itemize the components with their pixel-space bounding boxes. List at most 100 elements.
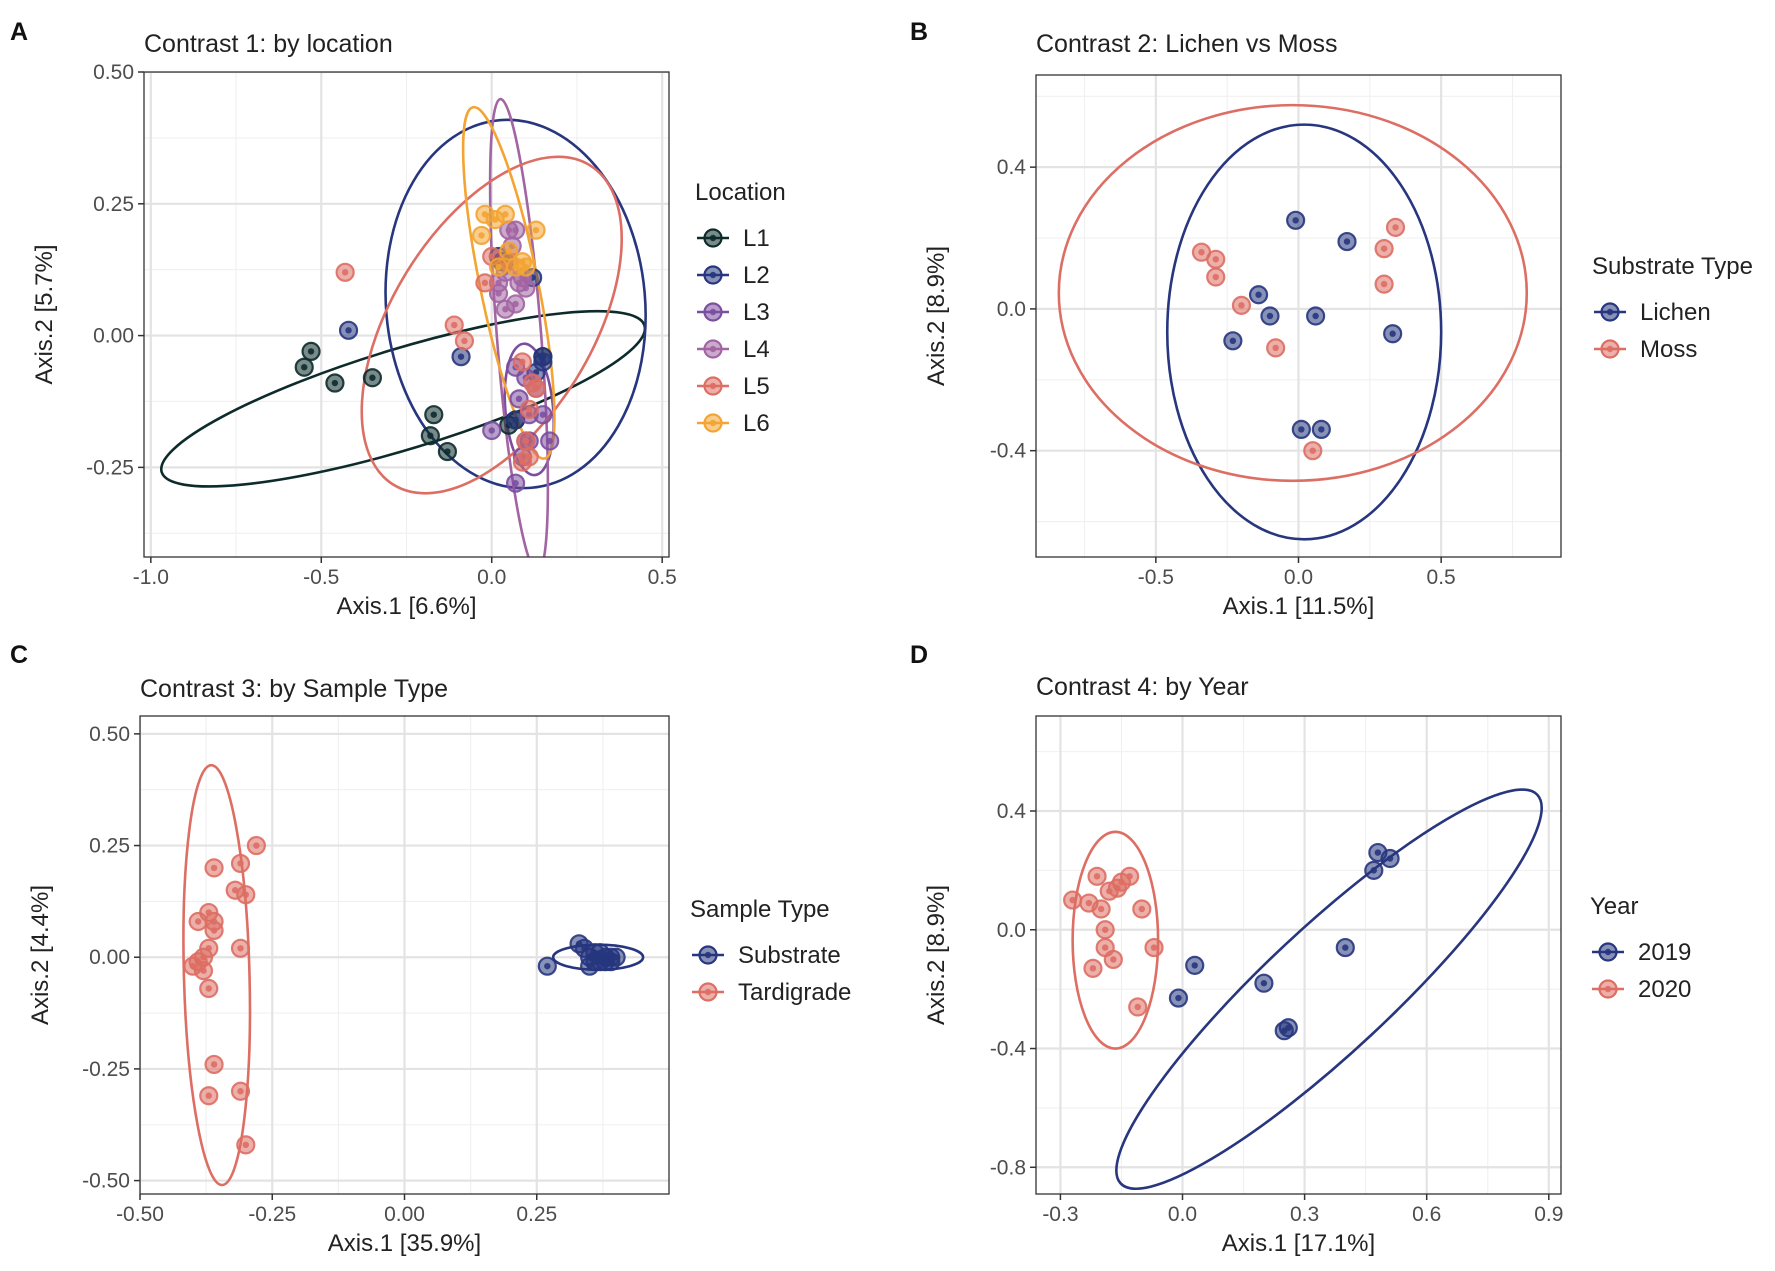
data-point-core (331, 379, 339, 387)
data-point-core (457, 353, 465, 360)
data-point-core (1212, 273, 1219, 281)
legend-key-core (709, 345, 717, 353)
panel-label: C (10, 641, 28, 669)
data-layer (1057, 103, 1529, 541)
data-point-core (581, 945, 588, 952)
legend-title: Location (695, 179, 786, 206)
x-tick-label: -0.5 (1138, 566, 1174, 589)
x-tick-label: -0.3 (1042, 1203, 1078, 1226)
y-tick-label: 0.25 (93, 193, 134, 216)
data-point-core (1150, 944, 1158, 951)
legend-label-2020: 2020 (1638, 976, 1691, 1003)
legend-key-core (709, 271, 717, 279)
data-point-core (461, 337, 468, 345)
panel-label: D (910, 641, 928, 669)
data-layer (1063, 788, 1543, 1191)
legend-label-tardigrade: Tardigrade (738, 979, 851, 1006)
data-point-core (210, 864, 218, 872)
data-point-core (512, 479, 519, 487)
data-point-core (1134, 1003, 1141, 1011)
ellipse-2019 (1115, 788, 1543, 1191)
data-point-core (1191, 962, 1198, 969)
ellipse-l2 (384, 118, 647, 490)
y-tick-label: 0.50 (89, 723, 130, 746)
legend: Year 2019 2020 (1590, 893, 1691, 1003)
x-tick-label: -0.25 (248, 1203, 296, 1226)
grid (1036, 75, 1561, 557)
panel-d: D Contrast 4: by Year -0.3 0.0 0.3 0.6 0.9 -0.8… (910, 641, 1691, 1257)
legend-key-core (709, 234, 717, 242)
data-point-core (1101, 944, 1109, 951)
data-point-core (526, 406, 533, 413)
y-tick-label: -0.50 (82, 1170, 130, 1193)
grid (144, 72, 669, 557)
data-point-core (1392, 224, 1399, 231)
data-point-core (495, 279, 502, 287)
y-tick-label: 0.4 (997, 156, 1027, 179)
legend-key-core (1606, 345, 1614, 353)
data-point-core (1374, 849, 1382, 856)
data-point-core (1138, 905, 1146, 913)
legend-label-l6: L6 (743, 410, 770, 437)
data-point-core (1069, 896, 1076, 904)
legend-label-l5: L5 (743, 373, 770, 400)
x-tick-label: 0.5 (1427, 566, 1456, 589)
y-tick-label: 0.50 (93, 61, 134, 84)
y-axis-title: Axis.2 [8.9%] (923, 246, 950, 386)
data-point-core (488, 427, 495, 434)
data-point-core (242, 1141, 249, 1149)
y-axis-title: Axis.2 [4.4%] (27, 885, 54, 1025)
panel-label: A (10, 18, 28, 46)
legend-title: Year (1590, 893, 1639, 920)
data-point-core (444, 448, 451, 455)
legend-label-l1: L1 (743, 225, 770, 252)
data-point-core (253, 842, 260, 849)
data-point-core (1343, 238, 1351, 245)
data-layer (159, 97, 647, 557)
x-axis-title: Axis.1 [35.9%] (328, 1230, 481, 1257)
x-tick-label: 0.3 (1290, 1203, 1319, 1226)
panel-b: B Contrast 2: Lichen vs Moss -0.5 0.0 0.5 -0.… (910, 18, 1753, 620)
data-point-core (546, 437, 553, 445)
data-point-core (532, 226, 540, 234)
data-point-core (205, 985, 212, 992)
data-point-core (1089, 965, 1097, 972)
data-point-core (210, 1061, 218, 1068)
legend-key-core (1606, 308, 1614, 316)
data-point-core (341, 269, 349, 276)
ellipse-2020 (1071, 830, 1160, 1050)
plot-frame (1035, 715, 1562, 1195)
x-tick-label: -0.5 (303, 566, 339, 589)
data-point-core (1260, 980, 1268, 987)
data-point-core (1380, 245, 1388, 252)
y-tick-label: 0.00 (89, 946, 130, 969)
y-tick-label: 0.0 (997, 298, 1026, 321)
legend-key-core (709, 382, 717, 390)
legend-label-lichen: Lichen (1640, 299, 1711, 326)
legend-label-substrate: Substrate (738, 942, 841, 969)
data-point-core (539, 411, 547, 418)
data-point-core (1312, 312, 1319, 320)
legend-label-moss: Moss (1640, 336, 1697, 363)
legend: Substrate Type Lichen Moss (1592, 253, 1753, 363)
legend-label-l4: L4 (743, 336, 770, 363)
data-point-core (1238, 302, 1245, 309)
y-tick-label: 0.0 (997, 919, 1026, 942)
data-point-core (430, 411, 437, 418)
legend-key-core (709, 308, 717, 316)
data-point-core (369, 374, 376, 381)
y-tick-label: -0.8 (990, 1156, 1026, 1179)
data-point-core (505, 248, 512, 255)
chart-title: Contrast 3: by Sample Type (140, 675, 448, 703)
data-point-core (1298, 426, 1305, 433)
ellipse-l1 (159, 309, 647, 488)
data-point-core (1342, 944, 1349, 951)
data-point-core (210, 927, 218, 934)
x-tick-label: 0.00 (384, 1203, 425, 1226)
data-point-core (1255, 291, 1262, 298)
legend-label-l2: L2 (743, 262, 770, 289)
data-point-core (512, 226, 519, 234)
y-axis-title: Axis.2 [5.7%] (31, 244, 58, 384)
data-point-core (1097, 905, 1105, 913)
